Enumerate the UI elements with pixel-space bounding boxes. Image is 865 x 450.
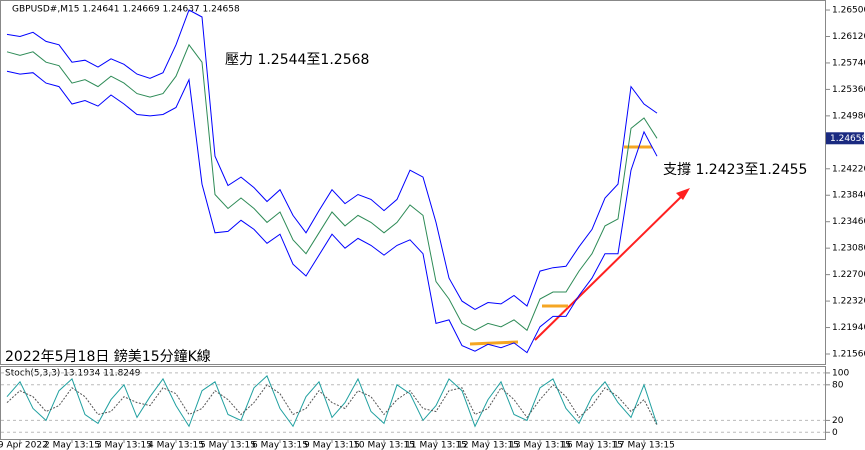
x-tick-label: 17 May 13:15 [613,441,675,450]
y-tick-label: 20 [832,416,844,426]
annotation: 壓力 1.2544至1.2568 [225,52,369,68]
y-tick-label: 1.24220 [832,164,865,174]
x-tick-label: 4 May 13:15 [148,441,204,450]
x-tick-label: 11 May 13:15 [405,441,467,450]
y-tick-label: 1.22700 [832,270,865,280]
arrow-head [676,188,690,200]
last-price-box [826,132,864,145]
main-frame [0,0,826,365]
y-tick-label: 1.23840 [832,191,865,201]
y-tick-label: 1.21560 [832,349,865,359]
x-tick-label: 10 May 13:15 [353,441,415,450]
x-tick-label: 9 May 13:15 [304,441,360,450]
y-tick-label: 0 [832,428,838,438]
y-tick-label: 1.25360 [832,85,865,95]
last-price-label: 1.24658 [830,134,865,144]
y-tick-label: 1.23460 [832,217,865,227]
series-line [6,43,658,332]
x-tick-label: 16 May 13:15 [561,441,623,450]
y-tick-label: 1.22320 [832,297,865,307]
annotation: 支撐 1.2423至1.2455 [663,162,807,178]
series-line [6,375,658,428]
y-tick-label: 1.24980 [832,111,865,121]
x-tick-label: 13 May 13:15 [509,441,571,450]
x-tick-label: 3 May 13:15 [96,441,152,450]
y-tick-label: 1.26120 [832,32,865,42]
y-tick-label: 80 [832,380,844,390]
x-tick-label: 6 May 13:15 [252,441,308,450]
stoch-frame [0,366,826,440]
series-line [6,384,658,426]
series-line [6,70,658,354]
y-tick-label: 1.21940 [832,323,865,333]
y-tick-label: 1.25740 [832,58,865,68]
annotation: 2022年5月18日 鎊美15分鐘K線 [5,348,211,365]
y-tick-label: 1.23080 [832,244,865,254]
series-line [6,9,658,310]
arrow [469,340,519,346]
chart-title: GBPUSD#,M15 1.24641 1.24669 1.24637 1.24… [12,5,240,15]
x-tick-label: 29 Apr 2022 [0,441,48,450]
y-tick-label: 100 [832,368,849,378]
x-tick-label: 12 May 13:15 [457,441,519,450]
x-tick-label: 5 May 13:15 [200,441,256,450]
y-tick-label: 1.26500 [832,6,865,16]
x-tick-label: 2 May 13:15 [44,441,100,450]
stoch-title: Stoch(5,3,3) 13.1934 11.8249 [5,369,141,379]
arrow [534,191,687,341]
